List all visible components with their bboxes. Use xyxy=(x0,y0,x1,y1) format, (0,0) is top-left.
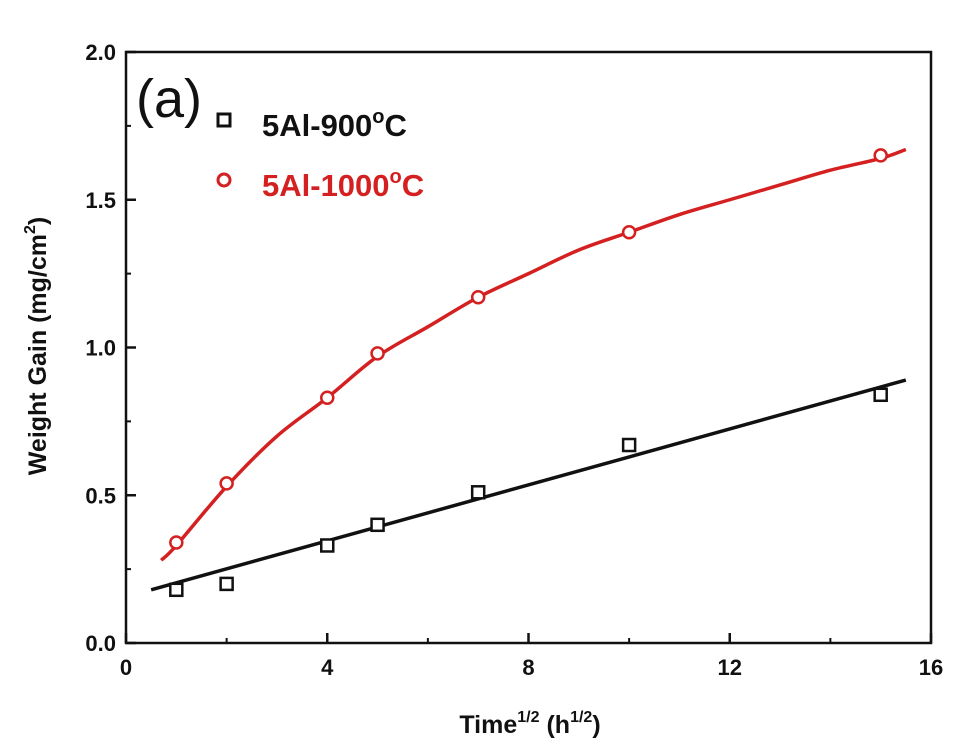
data-point-900 xyxy=(219,576,234,592)
data-point-900 xyxy=(169,582,184,598)
x-tick-label: 4 xyxy=(321,655,334,680)
y-axis-ticks: 0.0 0.5 1.0 1.5 2.0 xyxy=(85,40,136,656)
y-tick-label: 1.5 xyxy=(85,188,116,213)
x-tick-label: 16 xyxy=(919,655,943,680)
data-point-1000 xyxy=(873,148,888,163)
x-tick-label: 0 xyxy=(120,655,132,680)
data-markers xyxy=(169,148,888,598)
data-point-1000 xyxy=(219,476,234,491)
y-axis-title: Weight Gain (mg/cm2) xyxy=(22,217,52,475)
y-tick-label: 0.5 xyxy=(85,483,116,508)
data-point-900 xyxy=(873,387,888,403)
y-tick-label: 0.0 xyxy=(85,631,116,656)
data-point-900 xyxy=(370,517,385,533)
data-point-1000 xyxy=(470,290,486,305)
fit-line-900 xyxy=(150,378,907,592)
data-point-900 xyxy=(470,485,486,500)
legend: 5Al-900oC 5Al-1000oC xyxy=(216,106,424,203)
legend-marker-1000 xyxy=(216,172,232,188)
data-point-1000 xyxy=(621,225,637,240)
data-point-900 xyxy=(320,538,335,553)
panel-label: (a) xyxy=(136,69,202,129)
fit-curve-1000 xyxy=(159,147,907,562)
x-axis-title: Time1/2 (h1/2) xyxy=(459,709,600,739)
legend-marker-900 xyxy=(216,112,232,128)
y-tick-label: 2.0 xyxy=(85,40,116,65)
x-axis-ticks: 0 4 8 12 16 xyxy=(120,633,943,680)
plot-area-border xyxy=(124,50,933,645)
data-point-1000 xyxy=(169,535,184,550)
data-point-1000 xyxy=(370,346,385,361)
x-tick-label: 8 xyxy=(522,655,534,680)
data-point-1000 xyxy=(320,390,335,405)
plot-frame xyxy=(124,50,933,645)
x-tick-label: 12 xyxy=(718,655,742,680)
data-point-900 xyxy=(621,437,637,453)
y-tick-label: 1.0 xyxy=(85,336,116,361)
legend-label-1000: 5Al-1000oC xyxy=(262,166,424,203)
legend-label-900: 5Al-900oC xyxy=(262,106,407,143)
fit-lines xyxy=(150,147,907,592)
